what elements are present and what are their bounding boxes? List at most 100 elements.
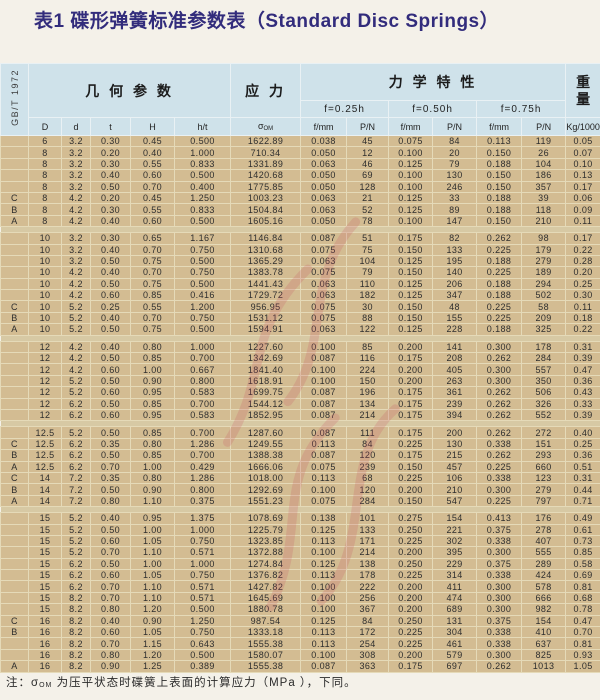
sigma-symbol: σ	[257, 121, 264, 131]
height-H-cell: 0.40	[130, 146, 175, 159]
f050-deflection-cell: 0.225	[388, 534, 434, 548]
thickness-t-cell: 0.30	[90, 232, 131, 245]
f050-load-cell: 394	[432, 408, 478, 422]
ht-ratio-cell: 0.375	[173, 494, 232, 508]
f050-load-cell: 461	[432, 637, 478, 650]
diameter-D-cell: 15	[28, 512, 62, 525]
diameter-d-cell: 8.2	[61, 591, 91, 605]
thickness-t-cell: 0.80	[90, 494, 131, 508]
height-H-cell: 0.55	[130, 203, 175, 216]
series-class-cell	[0, 363, 29, 376]
series-class-cell: A	[0, 460, 29, 473]
f050-load-cell: 210	[432, 483, 478, 496]
f050-deflection-cell: 0.200	[388, 374, 434, 388]
diameter-d-cell: 6.2	[61, 569, 91, 582]
f025-load-cell: 134	[346, 397, 390, 411]
f025-load-cell: 214	[346, 408, 390, 422]
weight-cell: 0.31	[565, 340, 600, 354]
diameter-d-cell: 8.2	[61, 603, 91, 616]
f050-load-cell: 697	[432, 660, 478, 673]
table-row: 15 6.2 0.60 1.05 0.750 1376.82 0.113 178 0.225 31…	[0, 569, 600, 582]
ht-ratio-cell: 1.250	[173, 614, 232, 628]
weight-cell: 0.93	[565, 648, 600, 662]
f025-load-cell: 30	[346, 300, 390, 313]
table-row: 15 5.2 0.40 0.95 1.375 1078.69 0.138 101 0.275 15…	[0, 512, 600, 525]
series-class-cell	[0, 232, 29, 245]
diameter-d-cell: 6.2	[61, 437, 91, 451]
diameter-d-cell: 5.2	[61, 374, 91, 388]
f075-deflection-cell: 0.150	[476, 180, 523, 193]
weight-cell: 0.25	[565, 437, 600, 451]
height-H-cell: 1.05	[130, 534, 175, 548]
height-H-cell: 0.95	[130, 386, 175, 399]
diameter-d-cell: 4.2	[61, 203, 91, 216]
thickness-t-cell: 0.60	[90, 289, 131, 302]
height-H-cell: 1.10	[130, 494, 175, 508]
stress-sigma-cell: 1372.88	[230, 546, 302, 559]
height-H-cell: 0.90	[130, 374, 175, 388]
table-row: 16 8.2 0.70 1.15 0.643 1555.38 0.113 254 0.225 46…	[0, 637, 600, 650]
f025-deflection-cell: 0.087	[300, 386, 348, 399]
f050-deflection-cell: 0.250	[388, 523, 434, 536]
diameter-d-cell: 5.2	[61, 300, 91, 313]
f075-load-cell: 154	[521, 614, 567, 628]
thickness-t-cell: 0.50	[90, 557, 131, 571]
f050-deflection-cell: 0.150	[388, 243, 434, 256]
col-f050-deflection-header: f/mm	[388, 117, 434, 136]
thickness-t-cell: 0.40	[90, 214, 131, 228]
diameter-D-cell: 8	[28, 169, 62, 182]
diameter-D-cell: 15	[28, 523, 62, 536]
weight-cell: 0.81	[565, 580, 600, 593]
thickness-t-cell: 0.80	[90, 603, 131, 616]
f075-deflection-cell: 0.188	[476, 254, 523, 268]
diameter-D-cell: 12	[28, 397, 62, 411]
thickness-t-cell: 0.20	[90, 191, 131, 205]
f050-deflection-cell: 0.150	[388, 460, 434, 473]
table-row: 6 3.2 0.30 0.45 0.500 1622.89 0.038 45 0.075 84 0.…	[0, 134, 600, 148]
thickness-t-cell: 0.50	[90, 180, 131, 193]
ht-ratio-cell: 0.571	[173, 546, 232, 559]
footnote-prefix: 注：	[6, 677, 31, 689]
f025-load-cell: 84	[346, 437, 390, 451]
stress-sigma-cell: 1274.84	[230, 557, 302, 571]
f075-deflection-cell: 0.188	[476, 203, 523, 216]
diameter-D-cell: 16	[28, 614, 62, 628]
diameter-D-cell: 10	[28, 311, 62, 325]
weight-cell: 0.39	[565, 408, 600, 422]
f050-load-cell: 147	[432, 214, 478, 228]
ht-ratio-cell: 0.700	[173, 426, 232, 439]
f075-deflection-cell: 0.225	[476, 300, 523, 313]
diameter-d-cell: 6.2	[61, 449, 91, 462]
series-class-cell	[0, 340, 29, 354]
f025-load-cell: 120	[346, 449, 390, 462]
table-row: 12 6.2 0.50 0.85 0.700 1544.12 0.087 134 0.175 23…	[0, 397, 600, 411]
table-row: 8 3.2 0.20 0.40 1.000 710.34 0.050 12 0.100 20 0.1…	[0, 146, 600, 159]
diameter-D-cell: 16	[28, 648, 62, 662]
ht-ratio-cell: 0.500	[173, 323, 232, 336]
thickness-t-cell: 0.20	[90, 146, 131, 159]
f050-deflection-cell: 0.225	[388, 637, 434, 650]
f025-deflection-cell: 0.087	[300, 426, 348, 439]
diameter-D-cell: 12	[28, 340, 62, 354]
weight-cell: 0.49	[565, 512, 600, 525]
ht-ratio-cell: 0.500	[173, 277, 232, 291]
weight-cell: 0.31	[565, 471, 600, 485]
diameter-d-cell: 4.2	[61, 340, 91, 354]
f050-deflection-cell: 0.200	[388, 340, 434, 354]
col-D-header: D	[28, 117, 62, 136]
table-header: GB/T 1972 几 何 参 数 应 力 力 学 特 性 重 量 f=0.25…	[0, 63, 600, 136]
height-H-cell: 0.70	[130, 311, 175, 325]
weight-cell: 0.18	[565, 311, 600, 325]
f025-deflection-cell: 0.063	[300, 157, 348, 171]
stress-sigma-cell: 1310.68	[230, 243, 302, 256]
thickness-t-cell: 0.70	[90, 546, 131, 559]
diameter-d-cell: 8.2	[61, 648, 91, 662]
f025-load-cell: 178	[346, 569, 390, 582]
f050-load-cell: 239	[432, 397, 478, 411]
f050-deflection-cell: 0.150	[388, 266, 434, 279]
stress-sigma-cell: 1227.60	[230, 340, 302, 354]
thickness-t-cell: 0.50	[90, 323, 131, 336]
f025-deflection-cell: 0.100	[300, 603, 348, 616]
f050-load-cell: 221	[432, 523, 478, 536]
f025-deflection-cell: 0.087	[300, 449, 348, 462]
